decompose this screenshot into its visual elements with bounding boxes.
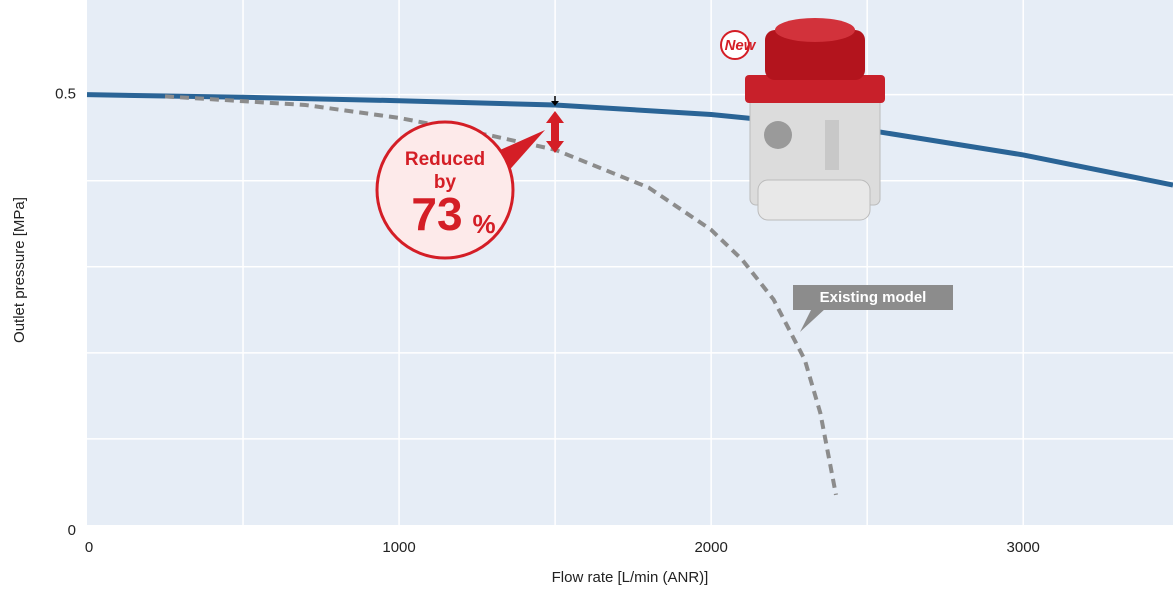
x-tick-label: 0 — [85, 539, 93, 556]
existing-model-line — [164, 94, 838, 496]
plot-area — [87, 0, 1173, 525]
reduction-callout: Reduced by 73 % — [375, 120, 515, 260]
y-tick-label: 0 — [68, 522, 76, 539]
x-tick-label: 3000 — [1007, 539, 1040, 556]
new-model-line — [86, 92, 1173, 188]
y-axis-title: Outlet pressure [MPa] — [11, 197, 28, 343]
x-tick-label: 2000 — [694, 539, 727, 556]
product-image: New — [720, 18, 885, 221]
x-tick-label: 1000 — [382, 539, 415, 556]
difference-arrow — [500, 96, 564, 175]
callout-unit: % — [472, 209, 495, 239]
callout-line: Reduced — [405, 149, 485, 170]
legend-label: Existing model — [820, 289, 927, 306]
legend-callout: Existing model — [793, 285, 953, 332]
callout-number: 73 — [411, 188, 462, 240]
callout-line: by — [434, 172, 457, 193]
badge: New — [725, 37, 757, 54]
x-axis-title: Flow rate [L/min (ANR)] — [552, 569, 709, 586]
y-tick-label: 0.5 — [55, 86, 76, 103]
